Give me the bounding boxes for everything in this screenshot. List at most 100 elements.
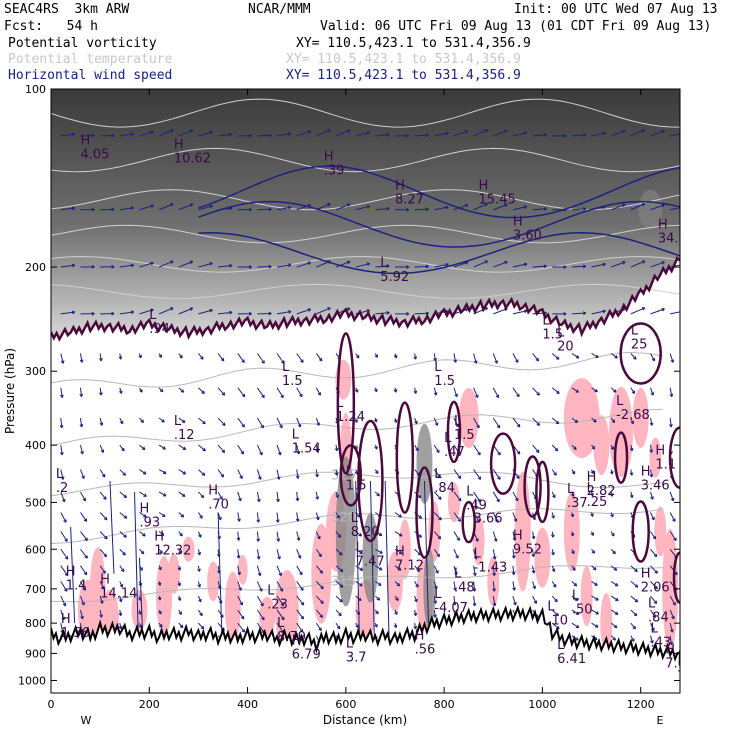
wind-vector [198, 491, 205, 499]
wind-vector [315, 387, 321, 396]
wind-vector-head [570, 493, 575, 497]
wind-vector-head [615, 597, 619, 602]
wind-vector-head [219, 496, 223, 500]
wind-vector-head [661, 129, 665, 134]
wind-vector [276, 565, 282, 576]
pv-contour-blob [336, 332, 356, 475]
wind-vector [198, 262, 213, 268]
wind-vector-head [670, 497, 675, 502]
pink-shading-blob [311, 523, 332, 624]
wind-vector-head [318, 627, 322, 632]
contour-extreme-value: .50 [572, 603, 593, 618]
wind-vector-head [406, 311, 410, 316]
wind-vector-head [554, 447, 559, 452]
wind-vector-head [118, 625, 123, 630]
wind-vector-head [182, 446, 187, 451]
wind-vector-long [109, 480, 115, 574]
wind-vector-head [162, 493, 167, 497]
wind-vector [256, 491, 260, 502]
wind-vector-head [574, 419, 579, 423]
x-axis-ticks: 0 200 400 600 800 1000 1200 [48, 89, 655, 711]
wind-vector-head [472, 588, 477, 592]
wind-vector-head [452, 602, 457, 606]
pv-contour-blob [415, 466, 434, 559]
wind-vector-head [433, 600, 438, 604]
wind-vector-head [453, 587, 457, 591]
wind-vector [158, 307, 174, 315]
wind-vector [493, 204, 508, 211]
wind-vector [492, 353, 498, 364]
pink-shading-blob [398, 519, 411, 580]
wind-vector-head [464, 203, 469, 208]
wind-vector-head [612, 637, 616, 641]
wind-vector-head [337, 534, 342, 538]
wind-vector [60, 264, 75, 268]
wind-vector-head [354, 419, 359, 423]
wind-vector-head [261, 360, 265, 364]
wind-vector [296, 261, 311, 268]
wind-vector-head [248, 207, 252, 212]
wind-vector-head [79, 424, 84, 428]
wind-vector [473, 491, 481, 503]
y-tick-label: 1000 [18, 674, 46, 687]
wind-vector [571, 312, 586, 315]
wind-vector [139, 262, 154, 268]
wind-vector-head [630, 420, 635, 425]
wind-vector [611, 130, 626, 137]
wind-vector-head [512, 587, 516, 591]
contour-extreme-type: L [346, 637, 354, 652]
wind-vector [591, 622, 599, 628]
wind-vector-head [157, 597, 162, 601]
contour-extreme-value: 14.14 [100, 586, 137, 601]
contour-extreme-value: 1.5 [434, 374, 455, 389]
contour-extreme-value: 8.27 [395, 193, 424, 208]
wind-speed-contour [198, 165, 680, 219]
wind-vector-head [366, 262, 371, 266]
wind-vector-head [511, 555, 516, 559]
wind-vector-head [238, 587, 242, 591]
wind-vector [492, 595, 496, 607]
wind-vector [591, 353, 599, 358]
pink-shading-blob [237, 554, 248, 585]
wind-vector-head [339, 568, 344, 573]
wind-vector-head [378, 566, 383, 571]
contour-extreme-type: L [567, 482, 575, 497]
wind-vector [473, 417, 480, 429]
wind-vector [79, 417, 83, 428]
wind-vector [433, 565, 439, 574]
wind-vector-head [594, 582, 598, 586]
wind-vector [492, 491, 500, 503]
wind-vector [79, 609, 84, 620]
wind-vector [119, 548, 126, 556]
wind-vector [217, 491, 223, 500]
wind-vector [453, 130, 469, 137]
pink-shading-blob [593, 415, 610, 476]
wind-vector-head [239, 475, 243, 479]
wind-vector-head [71, 132, 76, 137]
pv-contour-blob [535, 460, 550, 524]
wind-vector-head [455, 555, 459, 559]
wind-vector [198, 353, 204, 360]
wind-vector-head [179, 624, 184, 629]
wind-vector-head [241, 423, 245, 428]
wind-vector [375, 208, 390, 211]
wind-vector [256, 565, 261, 576]
contour-extreme-type: L [542, 313, 550, 328]
wind-vector-head [434, 422, 439, 426]
contour-extreme-value: .56 [415, 642, 436, 657]
wind-vector-head [570, 513, 575, 518]
wind-vector-head [119, 390, 123, 394]
wind-vector-head [672, 518, 676, 522]
forecast-hour: Fcst: 54 h [4, 19, 98, 34]
wind-vector [296, 622, 304, 633]
wind-vector-head [413, 612, 418, 617]
contour-extreme-value: 3.7 [346, 651, 367, 666]
contour-extreme-type: L [474, 547, 482, 562]
wind-vector-head [111, 311, 115, 316]
contour-extreme-type: L [434, 467, 442, 482]
wind-vector-head [523, 262, 528, 267]
wind-vector [610, 353, 618, 359]
wind-vector [315, 622, 322, 631]
